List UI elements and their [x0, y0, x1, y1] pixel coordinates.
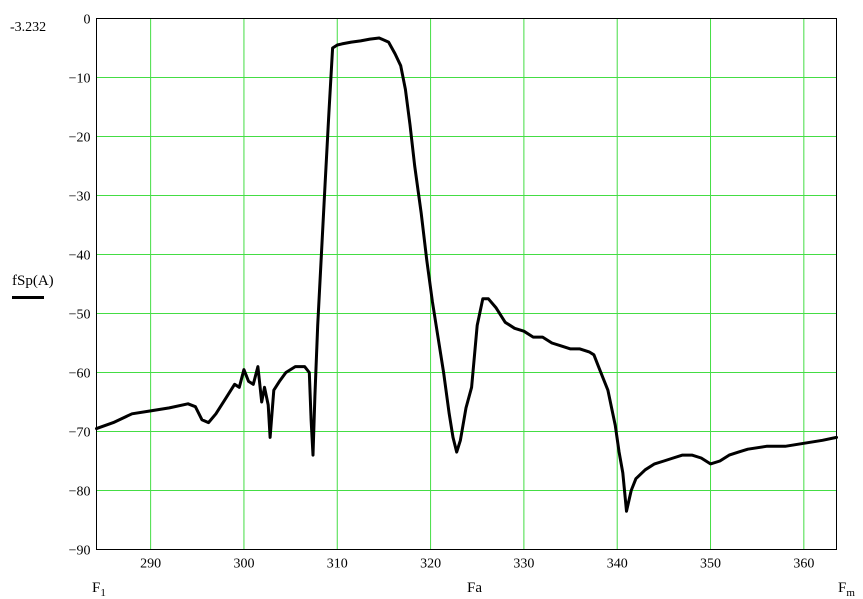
- x-axis-label: Fa: [467, 580, 482, 596]
- x-right-sub: m: [846, 587, 855, 599]
- gridlines: [96, 18, 837, 550]
- y-axis-label: fSp(A): [12, 273, 54, 289]
- x-axis-left-label: F1: [92, 580, 106, 599]
- x-tick-label: 320: [420, 557, 441, 572]
- y-tick-label: −60: [69, 367, 91, 382]
- x-left-sub: 1: [100, 587, 106, 599]
- x-tick-label: 340: [607, 557, 628, 572]
- y-max-marker: -3.232: [10, 20, 47, 35]
- tick-labels: 290 300 310 320 330 340 350 360 0 −10 −20 −30 −40 −50…: [69, 13, 815, 572]
- y-tick-label: −30: [69, 190, 91, 205]
- plot-frame: [96, 18, 837, 550]
- y-tick-label: −80: [69, 485, 91, 500]
- y-tick-label: −50: [69, 308, 91, 323]
- x-axis-right-label: Fm: [838, 580, 855, 599]
- y-tick-label: −40: [69, 249, 91, 264]
- y-tick-label: −90: [69, 544, 91, 559]
- x-tick-label: 300: [233, 557, 254, 572]
- x-tick-label: 290: [140, 557, 161, 572]
- x-left-main: F: [92, 580, 101, 596]
- x-tick-label: 310: [327, 557, 348, 572]
- x-right-main: F: [838, 580, 847, 596]
- series-layer: [95, 36, 838, 513]
- y-tick-label: −20: [69, 131, 91, 146]
- x-tick-label: 330: [513, 557, 534, 572]
- y-tick-label: −10: [69, 72, 91, 87]
- legend-swatch: [12, 296, 44, 299]
- x-tick-label: 350: [700, 557, 721, 572]
- series-line: [95, 36, 838, 513]
- y-tick-label: −70: [69, 426, 91, 441]
- x-tick-label: 360: [793, 557, 814, 572]
- y-tick-label: 0: [84, 13, 91, 28]
